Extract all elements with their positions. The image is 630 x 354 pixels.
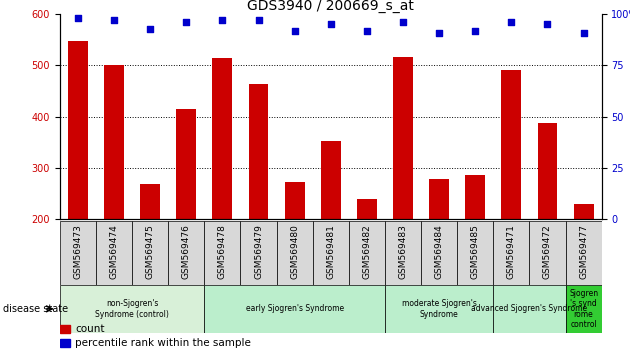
Bar bbox=[168, 221, 204, 285]
Text: GSM569483: GSM569483 bbox=[399, 224, 408, 279]
Point bbox=[290, 28, 300, 33]
Bar bbox=[429, 179, 449, 322]
Text: GSM569482: GSM569482 bbox=[362, 224, 371, 279]
Bar bbox=[60, 221, 96, 285]
Bar bbox=[140, 184, 160, 322]
Bar bbox=[493, 221, 529, 285]
Text: GSM569479: GSM569479 bbox=[254, 224, 263, 279]
Bar bbox=[529, 221, 566, 285]
Bar bbox=[68, 41, 88, 322]
Bar bbox=[566, 285, 602, 333]
Text: GSM569471: GSM569471 bbox=[507, 224, 516, 279]
Point bbox=[217, 17, 227, 23]
Text: disease state: disease state bbox=[3, 304, 68, 314]
Text: GSM569476: GSM569476 bbox=[182, 224, 191, 279]
Bar bbox=[96, 221, 132, 285]
Text: percentile rank within the sample: percentile rank within the sample bbox=[75, 338, 251, 348]
Point bbox=[470, 28, 480, 33]
Text: GSM569475: GSM569475 bbox=[146, 224, 154, 279]
Title: GDS3940 / 200669_s_at: GDS3940 / 200669_s_at bbox=[248, 0, 414, 13]
Text: GSM569480: GSM569480 bbox=[290, 224, 299, 279]
Bar bbox=[312, 221, 349, 285]
Point bbox=[542, 22, 553, 27]
Point bbox=[181, 19, 192, 25]
Bar bbox=[241, 221, 277, 285]
Bar bbox=[349, 221, 385, 285]
Text: GSM569473: GSM569473 bbox=[74, 224, 83, 279]
Point bbox=[326, 22, 336, 27]
Bar bbox=[249, 85, 268, 322]
Point bbox=[507, 19, 517, 25]
Bar bbox=[321, 142, 341, 322]
Text: early Sjogren's Syndrome: early Sjogren's Syndrome bbox=[246, 304, 344, 313]
Text: moderate Sjogren's
Syndrome: moderate Sjogren's Syndrome bbox=[402, 299, 476, 319]
Bar bbox=[566, 221, 602, 285]
Bar bbox=[457, 221, 493, 285]
Point bbox=[362, 28, 372, 33]
Bar bbox=[421, 221, 457, 285]
Bar bbox=[60, 325, 69, 333]
Bar bbox=[60, 285, 204, 333]
Point bbox=[578, 30, 588, 35]
Bar bbox=[537, 123, 558, 322]
Bar bbox=[285, 182, 304, 322]
Text: GSM569478: GSM569478 bbox=[218, 224, 227, 279]
Point bbox=[434, 30, 444, 35]
Text: GSM569477: GSM569477 bbox=[579, 224, 588, 279]
Text: Sjogren
's synd
rome
control: Sjogren 's synd rome control bbox=[569, 289, 598, 329]
Bar bbox=[104, 65, 124, 322]
Text: GSM569474: GSM569474 bbox=[110, 224, 118, 279]
Bar bbox=[357, 199, 377, 322]
Bar bbox=[60, 339, 69, 347]
Bar bbox=[204, 285, 385, 333]
Text: non-Sjogren's
Syndrome (control): non-Sjogren's Syndrome (control) bbox=[95, 299, 169, 319]
Point bbox=[109, 17, 119, 23]
Text: GSM569484: GSM569484 bbox=[435, 224, 444, 279]
Text: advanced Sjogren's Syndrome: advanced Sjogren's Syndrome bbox=[471, 304, 587, 313]
Bar bbox=[466, 175, 485, 322]
Bar bbox=[501, 70, 521, 322]
Bar bbox=[132, 221, 168, 285]
Point bbox=[145, 26, 155, 32]
Bar bbox=[176, 109, 196, 322]
Bar bbox=[493, 285, 566, 333]
Bar bbox=[277, 221, 312, 285]
Point bbox=[253, 17, 263, 23]
Text: count: count bbox=[75, 324, 105, 334]
Bar bbox=[204, 221, 241, 285]
Bar bbox=[212, 58, 232, 322]
Text: GSM569481: GSM569481 bbox=[326, 224, 335, 279]
Text: GSM569472: GSM569472 bbox=[543, 224, 552, 279]
Bar bbox=[385, 221, 421, 285]
Text: GSM569485: GSM569485 bbox=[471, 224, 479, 279]
Bar bbox=[385, 285, 493, 333]
Point bbox=[398, 19, 408, 25]
Bar bbox=[393, 57, 413, 322]
Point bbox=[73, 16, 83, 21]
Bar bbox=[574, 204, 593, 322]
